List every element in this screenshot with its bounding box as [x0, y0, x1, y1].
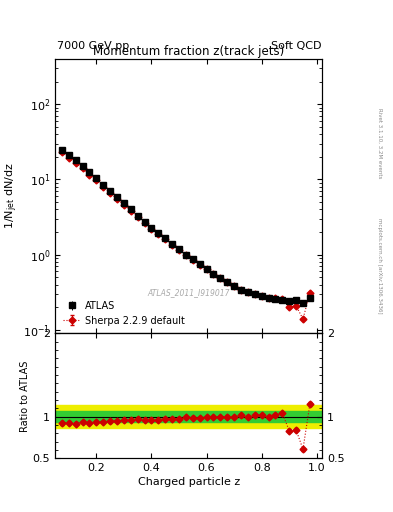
Legend: ATLAS, Sherpa 2.2.9 default: ATLAS, Sherpa 2.2.9 default: [60, 298, 188, 329]
X-axis label: Charged particle z: Charged particle z: [138, 477, 240, 487]
Y-axis label: 1/N$_\mathregular{jet}$ dN/dz: 1/N$_\mathregular{jet}$ dN/dz: [4, 163, 20, 229]
Text: Soft QCD: Soft QCD: [271, 41, 321, 51]
Text: 7000 GeV pp: 7000 GeV pp: [57, 41, 129, 51]
Text: mcplots.cern.ch [arXiv:1306.3436]: mcplots.cern.ch [arXiv:1306.3436]: [377, 219, 382, 314]
Text: ATLAS_2011_I919017: ATLAS_2011_I919017: [147, 288, 230, 297]
Text: Rivet 3.1.10, 3.2M events: Rivet 3.1.10, 3.2M events: [377, 108, 382, 179]
Title: Momentum fraction z(track jets): Momentum fraction z(track jets): [93, 45, 284, 58]
Y-axis label: Ratio to ATLAS: Ratio to ATLAS: [20, 360, 30, 432]
